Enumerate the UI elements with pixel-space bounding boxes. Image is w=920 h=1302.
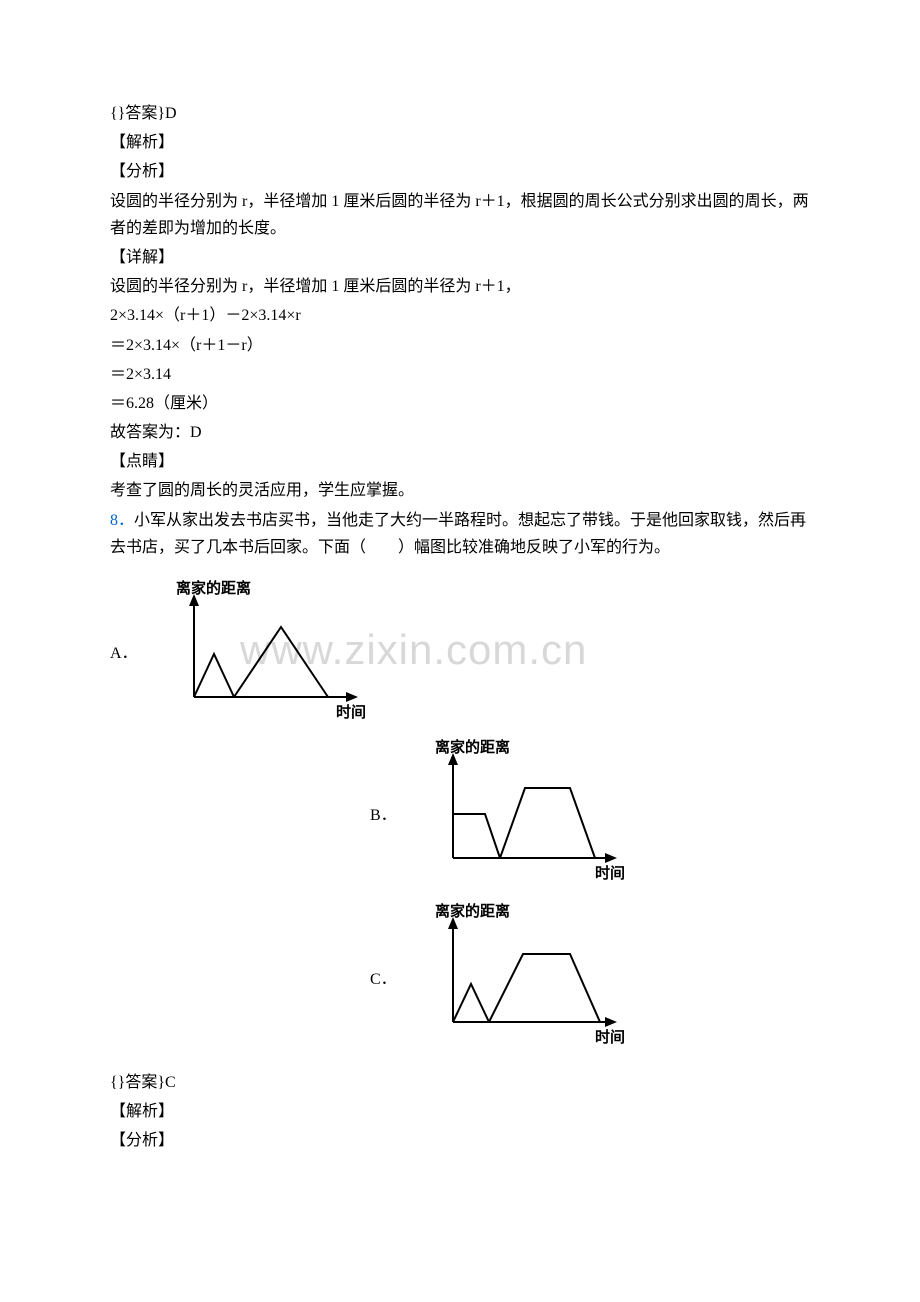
option-c-label: C． — [370, 966, 397, 993]
conclusion: 故答案为：D — [110, 419, 810, 446]
graph-b-ylabel: 离家的距离 — [435, 738, 510, 756]
option-a-row: A． 离家的距离 时间 — [110, 579, 810, 728]
xiangjie-label: 【详解】 — [110, 244, 810, 271]
graph-a-xlabel: 时间 — [336, 703, 366, 719]
graph-a-ylabel: 离家的距离 — [176, 579, 251, 597]
graph-c-ylabel: 离家的距离 — [435, 902, 510, 920]
option-b-row: B． 离家的距离 时间 — [110, 738, 810, 892]
fenxi-body: 设圆的半径分别为 r，半径增加 1 厘米后圆的半径为 r＋1，根据圆的周长公式分… — [110, 188, 810, 242]
dianjing-label: 【点睛】 — [110, 448, 810, 475]
eq-3: ＝2×3.14 — [110, 361, 810, 388]
fenxi-label: 【分析】 — [110, 158, 810, 185]
xiangjie-body: 设圆的半径分别为 r，半径增加 1 厘米后圆的半径为 r＋1， — [110, 273, 810, 300]
answer-line-1: {}答案}D — [110, 100, 810, 127]
graph-b-xlabel: 时间 — [595, 864, 625, 882]
graph-c: 离家的距离 时间 — [405, 902, 635, 1056]
jiexi-label-2: 【解析】 — [110, 1098, 810, 1125]
eq-2: ＝2×3.14×（r＋1－r） — [110, 332, 810, 359]
fenxi-label-2: 【分析】 — [110, 1127, 810, 1154]
graph-b-svg: 离家的距离 时间 — [405, 738, 635, 883]
option-c-row: C． 离家的距离 时间 — [110, 902, 810, 1056]
graph-c-svg: 离家的距离 时间 — [405, 902, 635, 1047]
option-a-label: A． — [110, 640, 138, 667]
page-content: {}答案}D 【解析】 【分析】 设圆的半径分别为 r，半径增加 1 厘米后圆的… — [110, 100, 810, 1154]
graph-c-xlabel: 时间 — [595, 1028, 625, 1046]
question-text: 小军从家出发去书店买书，当他走了大约一半路程时。想起忘了带钱。于是他回家取钱，然… — [110, 512, 806, 556]
answer-line-2: {}答案}C — [110, 1069, 810, 1096]
question-8: 8．小军从家出发去书店买书，当他走了大约一半路程时。想起忘了带钱。于是他回家取钱… — [110, 507, 810, 561]
option-b-label: B． — [370, 802, 397, 829]
graph-b: 离家的距离 时间 — [405, 738, 635, 892]
graph-a: 离家的距离 时间 — [146, 579, 376, 728]
eq-4: ＝6.28（厘米） — [110, 390, 810, 417]
graph-a-svg: 离家的距离 时间 — [146, 579, 376, 719]
eq-1: 2×3.14×（r＋1）－2×3.14×r — [110, 302, 810, 329]
question-number: 8． — [110, 512, 134, 529]
jiexi-label: 【解析】 — [110, 129, 810, 156]
dianjing-body: 考查了圆的周长的灵活应用，学生应掌握。 — [110, 477, 810, 504]
